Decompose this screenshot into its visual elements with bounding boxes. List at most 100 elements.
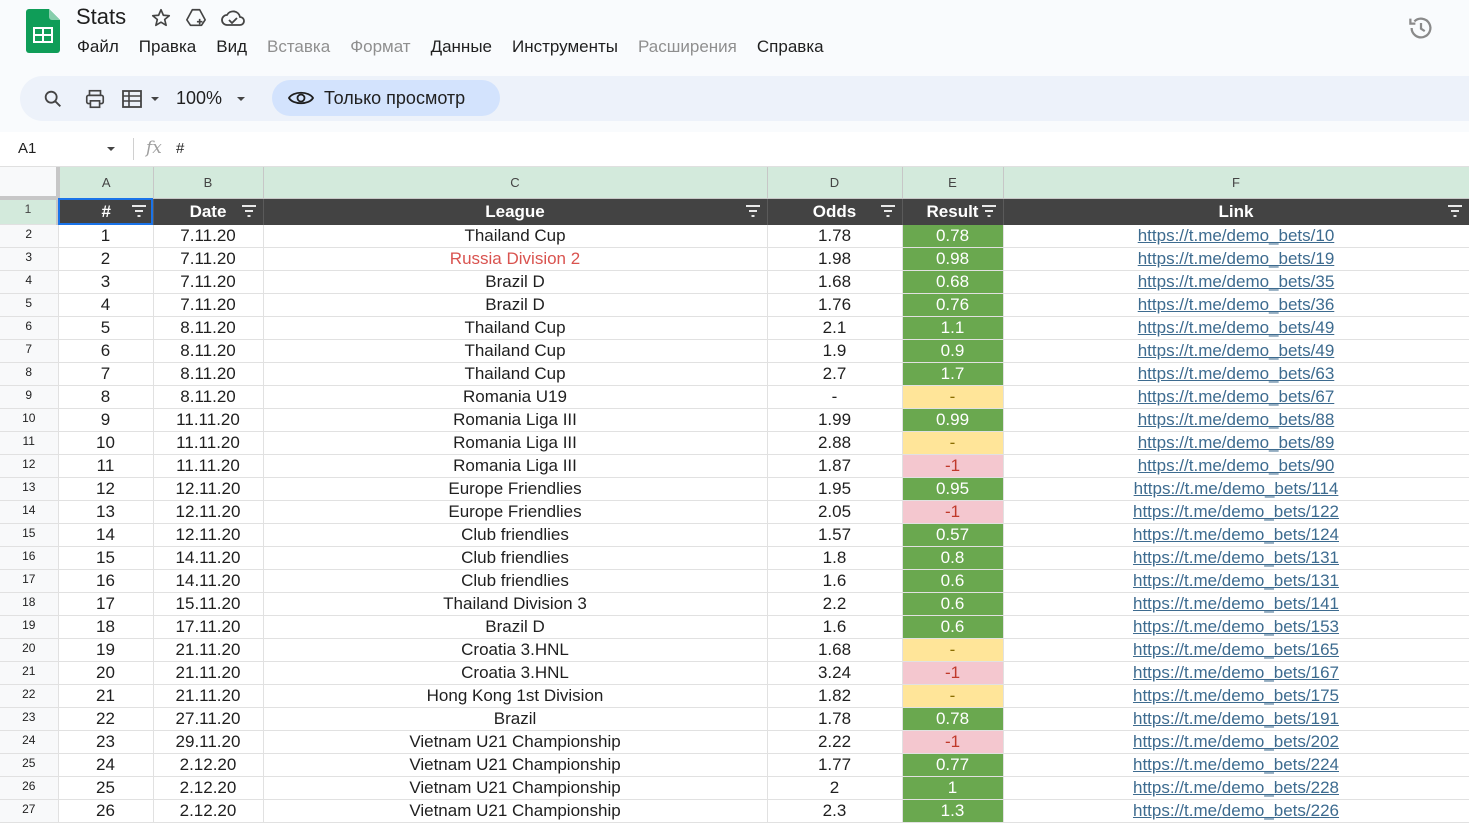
cell-result[interactable]: -1 [902, 454, 1004, 478]
chevron-down-icon[interactable] [104, 142, 118, 156]
cell-number[interactable]: 8 [58, 385, 154, 409]
cell-result[interactable]: 0.78 [902, 224, 1004, 248]
cell-league[interactable]: Russia Division 2 [263, 247, 768, 271]
cell-date[interactable]: 2.12.20 [153, 776, 264, 800]
cell-link[interactable]: https://t.me/demo_bets/63 [1003, 362, 1469, 386]
cell-date[interactable]: 27.11.20 [153, 707, 264, 731]
cell-league[interactable]: Thailand Cup [263, 362, 768, 386]
row-number[interactable]: 2 [0, 224, 59, 248]
row-number[interactable]: 7 [0, 339, 59, 363]
link[interactable]: https://t.me/demo_bets/63 [1137, 364, 1335, 383]
cell-number[interactable]: 2 [58, 247, 154, 271]
cell-date[interactable]: 8.11.20 [153, 339, 264, 363]
row-number[interactable]: 21 [0, 661, 59, 685]
cell-number[interactable]: 21 [58, 684, 154, 708]
row-number[interactable]: 16 [0, 546, 59, 570]
cell-number[interactable]: 13 [58, 500, 154, 524]
menu-item-6[interactable]: Инструменты [512, 37, 619, 56]
cell-result[interactable]: 0.95 [902, 477, 1004, 501]
cell-link[interactable]: https://t.me/demo_bets/224 [1003, 753, 1469, 777]
link[interactable]: https://t.me/demo_bets/122 [1132, 502, 1339, 521]
cell-odds[interactable]: 1.77 [767, 753, 903, 777]
cell-odds[interactable]: 2.22 [767, 730, 903, 754]
cell-league[interactable]: Romania Liga III [263, 431, 768, 455]
cell-league[interactable]: Europe Friendlies [263, 477, 768, 501]
filter-icon[interactable] [131, 203, 147, 223]
link[interactable]: https://t.me/demo_bets/165 [1132, 640, 1339, 659]
link[interactable]: https://t.me/demo_bets/153 [1132, 617, 1339, 636]
cell-league[interactable]: Brazil D [263, 293, 768, 317]
cell-result[interactable]: 0.78 [902, 707, 1004, 731]
cell-odds[interactable]: 1.6 [767, 615, 903, 639]
cell-link[interactable]: https://t.me/demo_bets/88 [1003, 408, 1469, 432]
cell-league[interactable]: Vietnam U21 Championship [263, 730, 768, 754]
cell-date[interactable]: 7.11.20 [153, 270, 264, 294]
link[interactable]: https://t.me/demo_bets/35 [1137, 272, 1335, 291]
cell-result[interactable]: - [902, 684, 1004, 708]
cell-number[interactable]: 3 [58, 270, 154, 294]
cell-league[interactable]: Brazil D [263, 615, 768, 639]
cell-number[interactable]: 20 [58, 661, 154, 685]
cell-odds[interactable]: 1.9 [767, 339, 903, 363]
cell-odds[interactable]: 1.98 [767, 247, 903, 271]
cell-league[interactable]: Hong Kong 1st Division [263, 684, 768, 708]
row-number[interactable]: 12 [0, 454, 59, 478]
link[interactable]: https://t.me/demo_bets/89 [1137, 433, 1335, 452]
cell-link[interactable]: https://t.me/demo_bets/49 [1003, 316, 1469, 340]
header-cell-number[interactable]: # [58, 198, 154, 225]
cell-number[interactable]: 16 [58, 569, 154, 593]
cell-date[interactable]: 12.11.20 [153, 477, 264, 501]
cell-league[interactable]: Brazil [263, 707, 768, 731]
cell-number[interactable]: 5 [58, 316, 154, 340]
row-number[interactable]: 3 [0, 247, 59, 271]
cell-odds[interactable]: 2.7 [767, 362, 903, 386]
cell-odds[interactable]: 2.2 [767, 592, 903, 616]
cell-league[interactable]: Thailand Division 3 [263, 592, 768, 616]
cell-league[interactable]: Vietnam U21 Championship [263, 776, 768, 800]
menu-item-2[interactable]: Вид [216, 37, 247, 56]
cell-link[interactable]: https://t.me/demo_bets/175 [1003, 684, 1469, 708]
cell-result[interactable]: - [902, 431, 1004, 455]
header-cell-odds[interactable]: Odds [767, 198, 903, 225]
cell-link[interactable]: https://t.me/demo_bets/89 [1003, 431, 1469, 455]
cell-link[interactable]: https://t.me/demo_bets/35 [1003, 270, 1469, 294]
format-table-button[interactable] [120, 76, 162, 121]
cell-link[interactable]: https://t.me/demo_bets/49 [1003, 339, 1469, 363]
link[interactable]: https://t.me/demo_bets/124 [1132, 525, 1339, 544]
row-number[interactable]: 13 [0, 477, 59, 501]
cell-number[interactable]: 7 [58, 362, 154, 386]
cell-odds[interactable]: 2.1 [767, 316, 903, 340]
cell-odds[interactable]: 1.57 [767, 523, 903, 547]
cell-league[interactable]: Thailand Cup [263, 316, 768, 340]
cell-odds[interactable]: 2.3 [767, 799, 903, 823]
cell-number[interactable]: 9 [58, 408, 154, 432]
cell-odds[interactable]: 2.88 [767, 431, 903, 455]
sheets-logo-icon[interactable] [26, 9, 60, 53]
cell-link[interactable]: https://t.me/demo_bets/114 [1003, 477, 1469, 501]
cell-result[interactable]: 1 [902, 776, 1004, 800]
cell-result[interactable]: 1.7 [902, 362, 1004, 386]
cell-date[interactable]: 14.11.20 [153, 546, 264, 570]
filter-icon[interactable] [981, 203, 997, 223]
filter-icon[interactable] [745, 203, 761, 223]
row-number[interactable]: 15 [0, 523, 59, 547]
cell-date[interactable]: 2.12.20 [153, 799, 264, 823]
row-number[interactable]: 6 [0, 316, 59, 340]
cell-league[interactable]: Europe Friendlies [263, 500, 768, 524]
cell-date[interactable]: 15.11.20 [153, 592, 264, 616]
cell-number[interactable]: 14 [58, 523, 154, 547]
cell-date[interactable]: 11.11.20 [153, 408, 264, 432]
row-number[interactable]: 11 [0, 431, 59, 455]
cell-result[interactable]: -1 [902, 730, 1004, 754]
row-number[interactable]: 18 [0, 592, 59, 616]
cell-result[interactable]: 0.99 [902, 408, 1004, 432]
cell-result[interactable]: 0.8 [902, 546, 1004, 570]
cell-league[interactable]: Vietnam U21 Championship [263, 753, 768, 777]
link[interactable]: https://t.me/demo_bets/36 [1137, 295, 1335, 314]
cell-number[interactable]: 1 [58, 224, 154, 248]
cell-odds[interactable]: 3.24 [767, 661, 903, 685]
cell-date[interactable]: 21.11.20 [153, 661, 264, 685]
cell-number[interactable]: 26 [58, 799, 154, 823]
cell-league[interactable]: Club friendlies [263, 546, 768, 570]
move-to-drive-icon[interactable] [184, 7, 208, 29]
